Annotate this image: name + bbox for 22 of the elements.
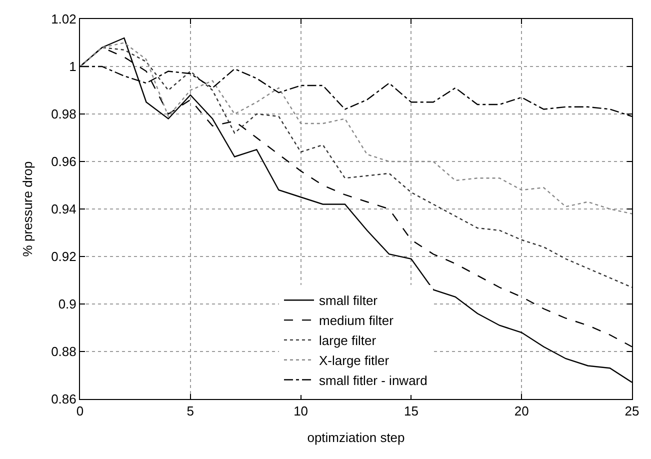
legend-label: large filter: [319, 333, 377, 348]
x-axis-title: optimziation step: [307, 430, 405, 446]
y-tick-label: 0.98: [51, 106, 76, 122]
y-tick-label: 0.88: [51, 344, 76, 360]
legend-label: small fitler - inward: [319, 372, 428, 388]
x-tick-label: 5: [186, 404, 194, 419]
legend-label: small filter: [319, 293, 378, 308]
x-tick-label: 25: [624, 404, 640, 419]
y-tick-label: 0.86: [51, 392, 76, 407]
y-tick-label: 0.92: [51, 249, 76, 264]
legend-label: medium filter: [319, 313, 394, 328]
x-tick-label: 10: [294, 404, 308, 419]
y-tick-label: 1.02: [51, 12, 76, 27]
x-tick-label: 15: [404, 404, 418, 419]
y-tick-label: 0.9: [58, 296, 76, 312]
y-tick-label: 0.94: [51, 202, 76, 217]
x-tick-label: 20: [514, 404, 529, 419]
y-axis-title: % pressure drop: [20, 161, 36, 257]
y-tick-label: 1: [69, 59, 76, 74]
x-tick-label: 0: [76, 404, 84, 419]
y-tick-label: 0.96: [51, 154, 76, 170]
legend-label: X-large fitler: [319, 352, 390, 368]
